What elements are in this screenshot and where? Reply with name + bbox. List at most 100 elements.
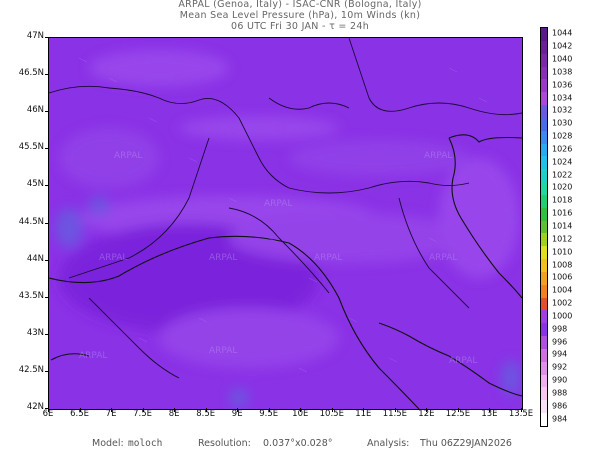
longitude-tick	[111, 408, 113, 412]
latitude-tick	[45, 74, 49, 76]
colorbar-swatch	[541, 117, 547, 132]
longitude-tick	[142, 408, 144, 412]
colorbar-swatch	[541, 348, 547, 363]
colorbar-swatch	[541, 182, 547, 196]
latitude-label: 42.5N	[18, 364, 44, 375]
coastlines	[49, 134, 522, 409]
colorbar-label: 1016	[552, 208, 573, 218]
latitude-label: 46.5N	[18, 68, 44, 79]
colorbar-label: 1030	[552, 118, 573, 128]
watermark: ARPAL	[79, 351, 107, 361]
model-label: Model:	[92, 438, 124, 449]
header-variable: Mean Sea Level Pressure (hPa), 10m Winds…	[179, 10, 421, 21]
colorbar-swatch	[541, 143, 547, 157]
colorbar-label: 1000	[552, 311, 573, 321]
colorbar-swatch	[541, 66, 547, 80]
colorbar-label: 1044	[552, 28, 573, 38]
colorbar-swatch	[541, 310, 547, 324]
latitude-label: 46N	[26, 105, 44, 116]
header-valid-time: 06 UTC Fri 30 JAN - τ = 24h	[230, 21, 370, 32]
colorbar-label: 1036	[552, 80, 573, 90]
model-value: moloch	[128, 438, 163, 449]
colorbar-swatch	[541, 323, 547, 337]
longitude-tick	[521, 408, 522, 412]
longitude-tick	[363, 408, 365, 412]
colorbar-swatch	[541, 284, 547, 299]
longitude-label: 6E	[42, 409, 54, 419]
latitude-tick	[45, 408, 49, 409]
colorbar-label: 1008	[552, 260, 573, 270]
colorbar-label: 1014	[552, 221, 573, 231]
colorbar-swatch	[541, 413, 547, 427]
colorbar-label: 994	[552, 349, 568, 359]
longitude-label: 11.5E	[382, 409, 408, 419]
longitude-label: 8.5E	[196, 409, 216, 419]
longitude-label: 12E	[418, 409, 435, 419]
latitude-tick	[45, 259, 49, 261]
wind-barb-texture	[78, 57, 488, 373]
colorbar-swatch	[541, 233, 547, 247]
colorbar-label: 1002	[552, 298, 573, 308]
colorbar-swatch	[541, 105, 547, 119]
colorbar-label: 1026	[552, 144, 573, 154]
latitude-tick	[45, 333, 49, 335]
colorbar-label: 998	[552, 324, 568, 334]
colorbar-label: 1020	[552, 182, 573, 192]
colorbar-swatch	[541, 246, 547, 260]
longitude-label: 10.5E	[319, 409, 344, 419]
latitude-tick	[45, 296, 49, 298]
longitude-tick	[394, 408, 396, 412]
colorbar-label: 1024	[552, 157, 573, 167]
longitude-tick	[174, 408, 176, 412]
longitude-label: 9E	[231, 409, 243, 419]
latitude-label: 43.5N	[18, 290, 44, 301]
colorbar-label: 990	[552, 375, 568, 385]
longitude-label: 8E	[168, 409, 180, 419]
colorbar-swatch	[541, 361, 547, 376]
latitude-tick	[45, 111, 49, 113]
watermark: ARPAL	[209, 346, 237, 356]
longitude-tick	[79, 408, 81, 412]
resolution-label: Resolution:	[198, 438, 251, 449]
colorbar-swatch	[541, 28, 547, 42]
colorbar-label: 1038	[552, 67, 573, 77]
latitude-tick	[45, 370, 49, 372]
watermark: ARPAL	[424, 151, 452, 161]
watermark: ARPAL	[449, 356, 477, 366]
longitude-tick	[489, 408, 491, 412]
longitude-label: 10E	[292, 409, 309, 419]
latitude-tick	[45, 148, 49, 150]
longitude-tick	[205, 408, 207, 412]
longitude-tick	[331, 408, 333, 412]
longitude-tick	[268, 408, 270, 412]
latitude-label: 45N	[26, 179, 44, 190]
colorbar-label: 1022	[552, 170, 573, 180]
pressure-map[interactable]: ARPAL ARPAL ARPAL ARPAL ARPAL ARPAL ARPA…	[48, 37, 523, 410]
longitude-tick	[426, 408, 428, 412]
colorbar-swatch	[541, 156, 547, 170]
colorbar-swatch	[541, 336, 547, 350]
colorbar-label: 996	[552, 337, 568, 347]
colorbar-label: 1010	[552, 247, 573, 257]
latitude-tick	[45, 222, 49, 224]
watermark: ARPAL	[264, 199, 292, 209]
header-title: ARPAL (Genoa, Italy) - ISAC-CNR (Bologna…	[178, 0, 422, 10]
watermarks: ARPAL ARPAL ARPAL ARPAL ARPAL ARPAL ARPA…	[79, 151, 477, 366]
latitude-label: 44N	[26, 253, 44, 264]
lighter-pressure-blobs	[55, 50, 521, 408]
latitude-label: 42N	[26, 402, 44, 412]
longitude-label: 13E	[481, 409, 498, 419]
colorbar-label: 1032	[552, 105, 573, 115]
colorbar-swatch	[541, 220, 547, 234]
colorbar-swatch	[541, 92, 547, 106]
colorbar-label: 984	[552, 414, 568, 424]
longitude-label: 7E	[105, 409, 117, 419]
colorbar-swatch	[541, 207, 547, 222]
colorbar-label: 1018	[552, 195, 573, 205]
borders	[49, 38, 522, 379]
colorbar-label: 992	[552, 362, 568, 372]
colorbar-label: 988	[552, 388, 568, 398]
longitude-label: 7.5E	[133, 409, 153, 419]
map-field: ARPAL ARPAL ARPAL ARPAL ARPAL ARPAL ARPA…	[49, 38, 522, 409]
latitude-label: 47N	[26, 31, 44, 41]
